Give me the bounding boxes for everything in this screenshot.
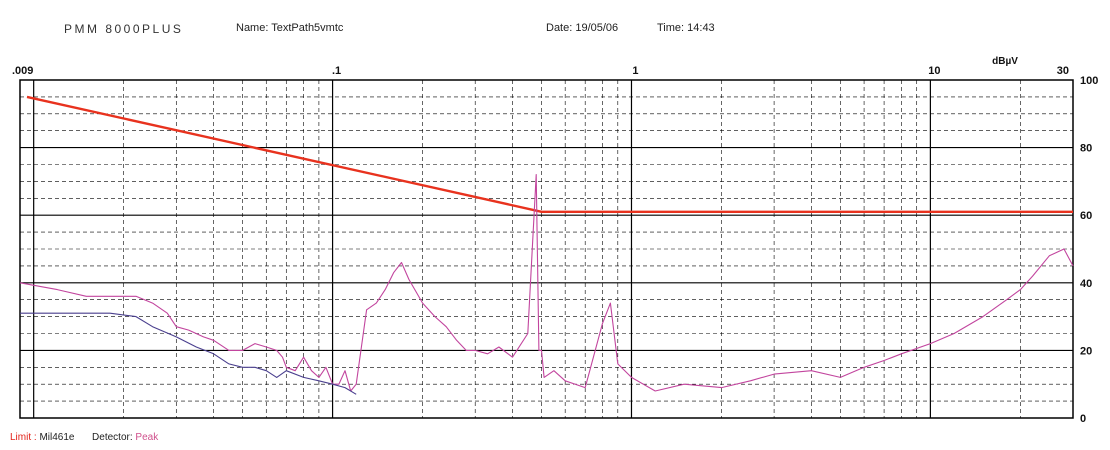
measurement-date: Date: 19/05/06 <box>546 22 619 34</box>
series-peak-line <box>19 174 1074 392</box>
detector-value: Peak <box>135 432 159 443</box>
detector-label: Detector: <box>92 432 133 443</box>
x-tick-label: 10 <box>928 65 940 77</box>
limit-label: Limit : <box>10 432 37 443</box>
y-tick-label: 60 <box>1080 210 1092 222</box>
unit-label: dBµV <box>992 56 1018 67</box>
y-tick-label: 80 <box>1080 143 1092 155</box>
limit-value: Mil461e <box>39 432 75 443</box>
y-tick-label: 0 <box>1080 413 1086 425</box>
tick-labels: .009 .1 1 10 30 100 80 60 40 20 0 <box>12 65 1098 425</box>
measurement-time: Time: 14:43 <box>657 22 715 34</box>
instrument-title: PMM 8000PLUS <box>64 22 184 36</box>
y-tick-label: 100 <box>1080 75 1098 87</box>
y-tick-label: 20 <box>1080 345 1092 357</box>
x-tick-label: .1 <box>332 65 341 77</box>
trace-name: Name: TextPath5vmtc <box>236 22 344 34</box>
series-layer <box>19 95 1074 395</box>
grid <box>20 80 1073 418</box>
x-tick-label: .009 <box>12 65 33 77</box>
x-tick-label: 30 <box>1057 65 1069 77</box>
x-tick-label: 1 <box>632 65 638 77</box>
series-limit-line <box>26 95 1073 214</box>
y-tick-label: 40 <box>1080 278 1092 290</box>
legend-footer: Limit : Mil461e Detector: Peak <box>10 432 158 443</box>
series-average-line <box>20 312 357 395</box>
